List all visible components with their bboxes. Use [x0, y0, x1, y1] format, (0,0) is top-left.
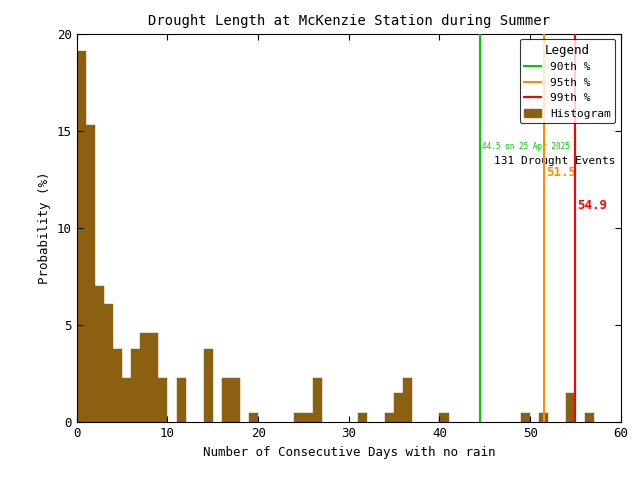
Bar	[131, 348, 140, 422]
Bar	[394, 393, 403, 422]
Text: 54.9: 54.9	[577, 199, 607, 212]
Bar	[521, 413, 530, 422]
Bar	[140, 333, 149, 422]
Bar	[204, 348, 212, 422]
Bar	[294, 413, 303, 422]
Bar	[312, 378, 321, 422]
Bar	[249, 413, 258, 422]
X-axis label: Number of Consecutive Days with no rain: Number of Consecutive Days with no rain	[202, 446, 495, 459]
Bar	[104, 304, 113, 422]
Bar	[584, 413, 594, 422]
Bar	[77, 51, 86, 422]
Bar	[113, 348, 122, 422]
Bar	[403, 378, 412, 422]
Title: Drought Length at McKenzie Station during Summer: Drought Length at McKenzie Station durin…	[148, 14, 550, 28]
Bar	[231, 378, 240, 422]
Bar	[95, 286, 104, 422]
Bar	[440, 413, 449, 422]
Text: 51.5: 51.5	[547, 166, 577, 179]
Y-axis label: Probability (%): Probability (%)	[38, 172, 51, 284]
Bar	[358, 413, 367, 422]
Bar	[539, 413, 548, 422]
Text: 131 Drought Events: 131 Drought Events	[494, 156, 615, 166]
Bar	[86, 125, 95, 422]
Bar	[177, 378, 186, 422]
Bar	[566, 393, 575, 422]
Bar	[385, 413, 394, 422]
Bar	[149, 333, 158, 422]
Bar	[222, 378, 231, 422]
Bar	[158, 378, 168, 422]
Legend: 90th %, 95th %, 99th %, Histogram: 90th %, 95th %, 99th %, Histogram	[520, 39, 615, 123]
Bar	[303, 413, 312, 422]
Bar	[122, 378, 131, 422]
Text: 44.5 on 25 Apr 2025: 44.5 on 25 Apr 2025	[482, 143, 570, 152]
